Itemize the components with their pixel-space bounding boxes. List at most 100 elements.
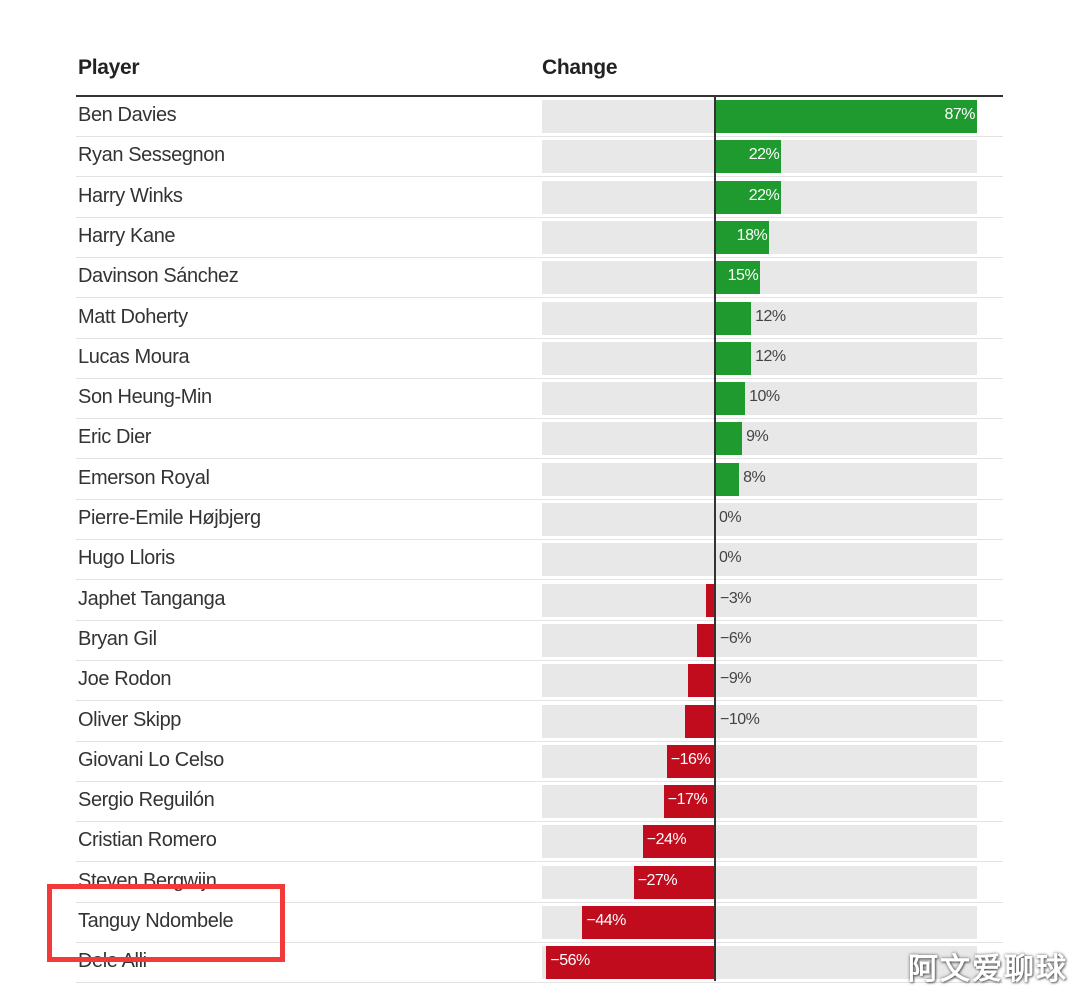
row-divider: [76, 458, 1003, 459]
header-rule: [76, 95, 1003, 97]
player-name: Ryan Sessegnon: [78, 144, 225, 167]
value-label: 0%: [719, 549, 742, 567]
value-label: 87%: [944, 106, 975, 123]
row-divider: [76, 176, 1003, 177]
row-divider: [76, 418, 1003, 419]
bar: [633, 865, 715, 899]
value-label: 9%: [746, 428, 769, 446]
bar: [715, 220, 770, 254]
bar: [715, 422, 743, 456]
player-name: Harry Winks: [78, 184, 183, 207]
bar: [684, 704, 715, 738]
value-label: 15%: [727, 267, 759, 285]
value-label: −44%: [586, 912, 626, 929]
player-name: Oliver Skipp: [78, 708, 182, 731]
zero-axis-line: [714, 97, 716, 981]
bar: [666, 744, 715, 778]
bar-track: [542, 341, 977, 375]
value-label: −27%: [637, 871, 678, 889]
bar-track: [542, 744, 977, 778]
player-name: Tanguy Ndombele: [78, 910, 234, 932]
value-label: 22%: [748, 186, 780, 204]
value-label: −10%: [720, 710, 760, 728]
bar: [715, 140, 782, 174]
row-divider: [76, 297, 1003, 298]
bar: [696, 623, 715, 657]
player-name: Sergio Reguilón: [78, 789, 215, 812]
row-divider: [76, 539, 1003, 540]
row-divider: [76, 136, 1003, 137]
value-label: 8%: [743, 468, 766, 486]
row-divider: [76, 660, 1003, 661]
value-label: −17%: [667, 791, 708, 809]
value-label: −6%: [720, 629, 751, 647]
value-label: 10%: [749, 388, 780, 406]
bar: [715, 462, 740, 496]
row-divider: [76, 378, 1003, 379]
column-header-player: Player: [78, 56, 140, 79]
row-divider: [76, 821, 1003, 822]
bar-track: [542, 865, 977, 899]
player-name: Joe Rodon: [78, 668, 172, 691]
bar-track: [542, 382, 977, 416]
value-label: −24%: [646, 831, 687, 849]
row-divider: [76, 741, 1003, 742]
player-name: Matt Doherty: [78, 305, 188, 328]
bar-track: [542, 825, 977, 859]
bar-track: [542, 543, 977, 577]
player-name: Cristian Romero: [78, 829, 217, 852]
value-label: −16%: [670, 750, 711, 768]
row-divider: [76, 338, 1003, 339]
bar: [715, 100, 977, 133]
row-divider: [76, 217, 1003, 218]
player-name: Emerson Royal: [78, 466, 210, 489]
row-divider: [76, 982, 1003, 983]
value-label: −56%: [550, 952, 590, 970]
bar: [582, 906, 715, 939]
value-label: −3%: [720, 589, 751, 607]
bar-track: [542, 583, 977, 617]
highlight-box: [47, 884, 285, 962]
player-name: Son Heung-Min: [78, 386, 212, 409]
row-divider: [76, 579, 1003, 580]
row-divider: [76, 700, 1003, 701]
bar: [715, 180, 782, 214]
value-label: 12%: [755, 307, 786, 325]
value-label: −9%: [720, 670, 751, 688]
bar-track: [542, 664, 977, 698]
row-divider: [76, 781, 1003, 782]
player-name: Bryan Gil: [78, 627, 157, 650]
row-divider: [76, 257, 1003, 258]
row-divider: [76, 620, 1003, 621]
value-label: 12%: [755, 347, 786, 365]
value-label: 18%: [736, 226, 768, 244]
bar-track: [542, 785, 977, 819]
player-name: Harry Kane: [78, 224, 176, 247]
bar-track: [542, 422, 977, 456]
row-divider: [76, 942, 1003, 943]
bar-track: [542, 623, 977, 657]
player-name: Eric Dier: [78, 426, 152, 449]
bar: [715, 341, 752, 375]
value-label: 0%: [719, 509, 742, 526]
column-header-change: Change: [542, 56, 618, 79]
row-divider: [76, 902, 1003, 903]
bar: [642, 825, 715, 859]
bar-track: [542, 704, 977, 738]
bar: [663, 785, 715, 819]
value-label: 22%: [748, 146, 780, 164]
bar-track: [542, 301, 977, 335]
bar-track: [542, 462, 977, 496]
watermark: 阿文爱聊球: [908, 952, 1068, 987]
player-name: Hugo Lloris: [78, 547, 175, 570]
player-name: Pierre-Emile Højbjerg: [78, 507, 261, 529]
player-name: Japhet Tanganga: [78, 587, 226, 610]
bar-track: [542, 503, 977, 536]
bar: [705, 583, 715, 617]
row-divider: [76, 861, 1003, 862]
player-name: Davinson Sánchez: [78, 265, 239, 288]
bar: [715, 382, 746, 416]
player-name: Ben Davies: [78, 104, 177, 126]
bar: [546, 946, 715, 980]
